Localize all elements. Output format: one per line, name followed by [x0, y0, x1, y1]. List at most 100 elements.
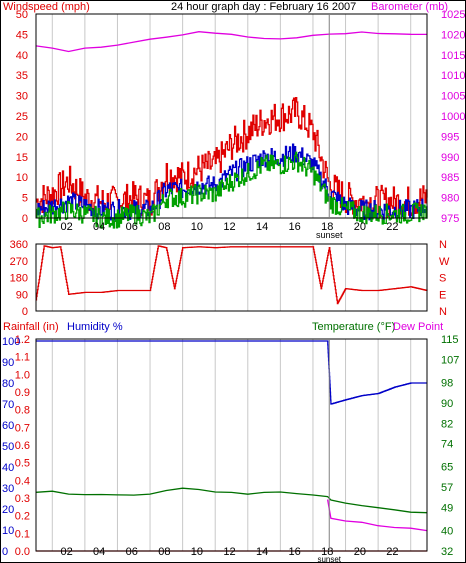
windspeed-tick-label: 20 — [16, 131, 28, 143]
rainfall-tick-label: 0.7 — [15, 422, 30, 434]
x-tick-label: 12 — [223, 546, 235, 558]
x-tick-label: 10 — [191, 546, 203, 558]
x-tick-label: 04 — [93, 221, 105, 233]
panel2-plot-area — [35, 243, 428, 312]
rainfall-tick-label: 0.6 — [15, 440, 30, 452]
x-tick-label: 02 — [60, 221, 72, 233]
temperature-tick-label: 40 — [441, 526, 453, 538]
barometer-tick-label: 980 — [441, 193, 459, 205]
series-line-barometer — [35, 31, 428, 53]
barometer-tick-label: 1005 — [441, 91, 465, 103]
direction-tick-label: 360 — [10, 239, 28, 251]
windspeed-tick-label: 10 — [16, 172, 28, 184]
humidity-tick-label: 70 — [2, 399, 14, 411]
dewpoint-axis-label: Dew Point — [393, 321, 444, 333]
windspeed-tick-label: 5 — [22, 193, 28, 205]
direction-tick-label: 270 — [10, 256, 28, 268]
x-tick-label: 20 — [354, 221, 366, 233]
windspeed-tick-label: 40 — [16, 50, 28, 62]
rainfall-tick-label: 0.0 — [15, 546, 30, 558]
sunset-label: sunset — [317, 555, 341, 563]
series-line-temperature — [35, 487, 428, 514]
x-tick-label: 12 — [223, 221, 235, 233]
direction-tick-label: 180 — [10, 273, 28, 285]
rainfall-tick-label: 0.8 — [15, 405, 30, 417]
temperature-tick-label: 107 — [441, 354, 459, 366]
barometer-tick-label: 985 — [441, 172, 459, 184]
humidity-tick-label: 100 — [2, 336, 20, 348]
x-tick-label: 14 — [256, 546, 268, 558]
rainfall-tick-label: 0.4 — [15, 475, 30, 487]
barometer-tick-label: 975 — [441, 213, 459, 225]
temperature-tick-label: 98 — [441, 377, 453, 389]
humidity-tick-label: 50 — [2, 441, 14, 453]
temperature-tick-label: 115 — [441, 334, 459, 346]
series-line-wind_avg — [36, 143, 428, 221]
barometer-tick-label: 1025 — [441, 9, 465, 21]
series-line-humidity — [36, 340, 427, 405]
windspeed-tick-label: 25 — [16, 111, 28, 123]
barometer-tick-label: 1000 — [441, 111, 465, 123]
x-tick-label: 08 — [158, 546, 170, 558]
windspeed-tick-label: 35 — [16, 70, 28, 82]
rainfall-tick-label: 0.2 — [15, 511, 30, 523]
compass-tick-label: W — [439, 256, 450, 268]
compass-tick-label: E — [439, 289, 446, 301]
humidity-tick-label: 30 — [2, 483, 14, 495]
compass-tick-label: N — [439, 239, 447, 251]
x-tick-label: 16 — [289, 546, 301, 558]
rainfall-tick-label: 1.2 — [15, 334, 30, 346]
x-tick-label: 22 — [386, 546, 398, 558]
x-tick-label: 22 — [386, 221, 398, 233]
temperature-tick-label: 90 — [441, 398, 453, 410]
humidity-tick-label: 20 — [2, 504, 14, 516]
barometer-tick-label: 995 — [441, 131, 459, 143]
x-tick-label: 04 — [93, 546, 105, 558]
humidity-tick-label: 0 — [2, 546, 8, 558]
direction-tick-label: 0 — [22, 306, 28, 318]
rainfall-axis-label: Rainfall (in) — [3, 321, 59, 333]
direction-series — [35, 245, 428, 305]
rainfall-tick-label: 1.1 — [15, 352, 30, 364]
humidity-tick-label: 80 — [2, 378, 14, 390]
series-line-wind_dir_line — [36, 151, 428, 229]
temperature-axis-label: Temperature (°F) — [312, 321, 396, 333]
x-tick-label: 18 — [321, 546, 333, 558]
windspeed-tick-label: 45 — [16, 29, 28, 41]
rainfall-tick-label: 0.5 — [15, 458, 30, 470]
x-tick-label: 16 — [289, 221, 301, 233]
barometer-tick-label: 1010 — [441, 70, 465, 82]
x-tick-label: 20 — [354, 546, 366, 558]
x-tick-label: 06 — [126, 546, 138, 558]
barometer-tick-label: 1015 — [441, 50, 465, 62]
x-tick-label: 06 — [126, 221, 138, 233]
rainfall-tick-label: 0.1 — [15, 528, 30, 540]
barometer-tick-label: 990 — [441, 152, 459, 164]
sunset-label: sunset — [316, 230, 343, 240]
x-tick-label: 08 — [158, 221, 170, 233]
direction-tick-label: 90 — [16, 289, 28, 301]
temperature-tick-label: 57 — [441, 482, 453, 494]
humidity-tick-label: 90 — [2, 357, 14, 369]
panel1-plot-area — [35, 13, 428, 219]
humidity-axis-label: Humidity % — [67, 321, 123, 333]
temperature-tick-label: 82 — [441, 418, 453, 430]
temperature-tick-label: 65 — [441, 462, 453, 474]
temperature-tick-label: 49 — [441, 503, 453, 515]
windspeed-tick-label: 30 — [16, 91, 28, 103]
series-line-dew_point — [326, 499, 428, 532]
barometer-axis-label: Barometer (mb) — [371, 1, 449, 13]
rainfall-tick-label: 0.3 — [15, 493, 30, 505]
temperature-tick-label: 74 — [441, 439, 453, 451]
compass-tick-label: N — [439, 306, 447, 318]
x-tick-label: 14 — [256, 221, 268, 233]
x-tick-label: 02 — [60, 546, 72, 558]
chart-title: 24 hour graph day : February 16 2007 — [171, 1, 357, 13]
temperature-tick-label: 32 — [441, 546, 453, 558]
humidity-tick-label: 10 — [2, 525, 14, 537]
x-tick-label: 10 — [191, 221, 203, 233]
series-line-wind_gust — [36, 96, 428, 219]
windspeed-tick-label: 15 — [16, 152, 28, 164]
